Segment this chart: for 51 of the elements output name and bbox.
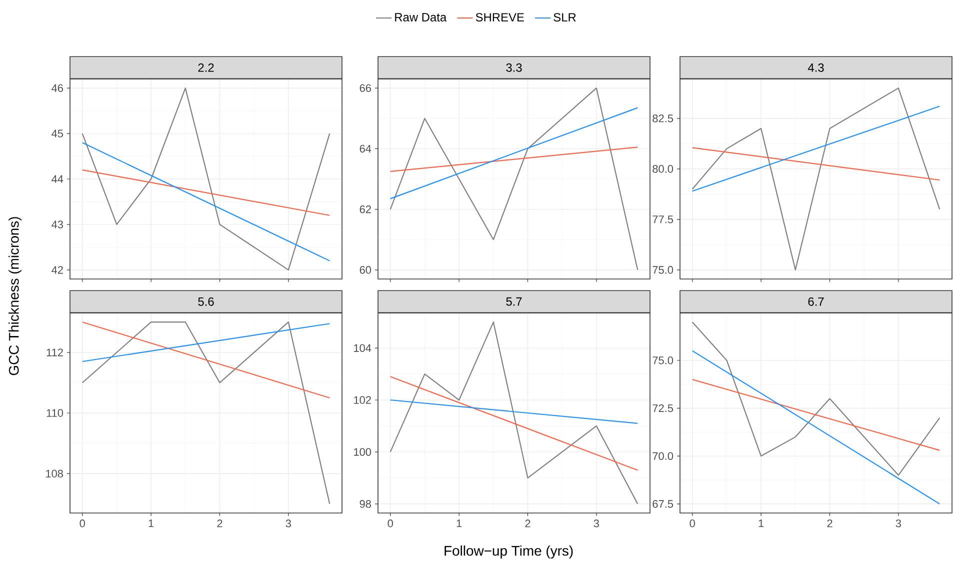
x-tick-label: 2 [525, 520, 530, 528]
chart-title: 2.2 [198, 63, 214, 72]
x-tick-label: 3 [594, 520, 599, 528]
y-tick-label: 98 [360, 500, 371, 508]
y-tick-label: 44 [52, 175, 64, 183]
y-tick-label: 82.5 [652, 114, 674, 122]
chart-title: 4.3 [808, 63, 824, 72]
x-tick-label: 3 [286, 520, 291, 528]
chart-title: 5.7 [506, 297, 522, 306]
x-tick-label: 1 [148, 520, 154, 528]
y-tick-label: 77.5 [652, 216, 674, 224]
x-tick-label: 3 [896, 520, 901, 528]
y-tick-label: 45 [52, 130, 64, 138]
chart-title: 6.7 [808, 297, 824, 306]
chart-title: 3.3 [506, 63, 522, 72]
legend-label: SLR [554, 13, 576, 22]
y-tick-label: 64 [360, 144, 372, 153]
x-tick-label: 1 [456, 520, 462, 528]
y-tick-label: 72.5 [652, 404, 674, 412]
line-series [692, 322, 940, 476]
y-tick-label: 60 [360, 266, 372, 274]
x-tick-label: 2 [827, 520, 832, 528]
y-tick-label: 112 [46, 348, 63, 356]
y-tick-label: 104 [354, 344, 372, 352]
y-tick-label: 42 [52, 266, 63, 274]
y-tick-label: 100 [354, 448, 372, 456]
y-tick-label: 102 [354, 396, 371, 404]
y-tick-label: 62 [360, 205, 371, 214]
chart-title: 5.6 [198, 297, 214, 306]
y-tick-label: 67.5 [652, 500, 674, 508]
y-tick-label: 43 [52, 220, 63, 228]
line-series [692, 88, 940, 270]
y-tick-label: 75.0 [652, 356, 674, 364]
y-tick-label: 70.0 [652, 452, 674, 460]
y-tick-label: 108 [46, 470, 63, 478]
line-series [390, 322, 638, 504]
x-tick-label: 2 [217, 520, 222, 528]
x-tick-label: 0 [80, 520, 85, 528]
legend-label: Raw Data [395, 13, 447, 22]
line-series [82, 88, 330, 270]
y-tick-label: 75.0 [652, 266, 674, 274]
x-tick-label: 0 [388, 520, 393, 528]
y-tick-label: 66 [360, 84, 371, 92]
y-tick-label: 80.0 [652, 165, 674, 173]
x-tick-label: 0 [690, 520, 695, 528]
y-axis-title: GCC Thickness (microns) [8, 217, 22, 376]
y-tick-label: 46 [52, 84, 63, 92]
y-tick-label: 110 [46, 409, 64, 417]
legend-label: SHREVE [476, 13, 524, 22]
x-axis-title: Follow−up Time (yrs) [444, 546, 573, 558]
x-tick-label: 1 [758, 520, 764, 528]
